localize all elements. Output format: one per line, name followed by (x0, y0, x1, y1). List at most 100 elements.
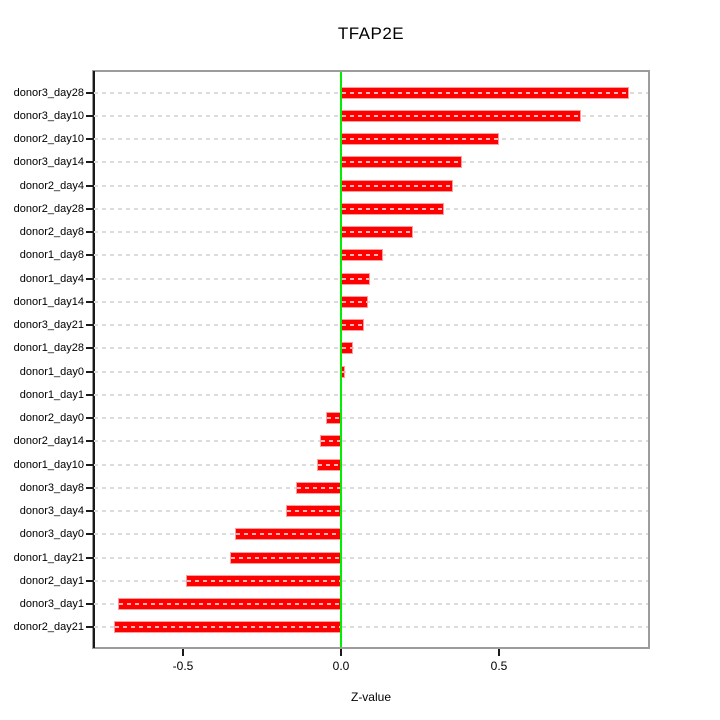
bar (341, 319, 365, 332)
y-tick (86, 207, 93, 210)
grid-line (94, 626, 648, 629)
y-tick (86, 556, 93, 559)
bar (320, 435, 341, 448)
y-tick (86, 417, 93, 420)
bar (341, 249, 384, 262)
grid-line (94, 440, 648, 443)
y-tick (86, 626, 93, 629)
y-tick-label: donor1_day21 (13, 551, 84, 564)
bar (230, 551, 341, 564)
y-tick (86, 324, 93, 327)
bar-dash-pattern (317, 463, 340, 466)
y-tick (86, 277, 93, 280)
y-tick (86, 486, 93, 489)
plot-area (94, 72, 648, 647)
grid-line (94, 603, 648, 606)
bar-dash-pattern (342, 184, 453, 187)
bar-dash-pattern (342, 161, 462, 164)
chart-title: TFAP2E (337, 24, 405, 43)
grid-line (94, 324, 648, 327)
y-tick-label: donor2_day10 (13, 133, 84, 146)
bar (341, 272, 371, 285)
grid-line (94, 370, 648, 373)
bar (296, 481, 341, 494)
grid-line (94, 533, 648, 536)
bar-dash-pattern (287, 510, 340, 513)
grid-line (94, 300, 648, 303)
grid-line (94, 393, 648, 396)
y-tick-label: donor2_day21 (13, 621, 84, 634)
bar-dash-pattern (342, 254, 383, 257)
y-tick (86, 510, 93, 513)
bar (341, 86, 629, 99)
y-tick (86, 370, 93, 373)
y-tick-label: donor1_day8 (19, 249, 84, 262)
y-tick (86, 138, 93, 141)
bar-dash-pattern (187, 579, 340, 582)
bar-dash-pattern (342, 324, 364, 327)
y-tick-label: donor1_day14 (13, 295, 84, 308)
bar (341, 226, 414, 239)
bar (114, 621, 341, 634)
bar-dash-pattern (342, 207, 444, 210)
y-tick-label: donor1_day10 (13, 458, 84, 471)
y-tick-label: donor1_day4 (19, 272, 84, 285)
grid-line (94, 556, 648, 559)
bar-dash-pattern (115, 626, 340, 629)
y-axis-line (93, 71, 95, 648)
y-tick (86, 161, 93, 164)
y-tick (86, 440, 93, 443)
y-tick (86, 231, 93, 234)
bar (341, 156, 463, 169)
bar-dash-pattern (342, 114, 581, 117)
y-tick-label: donor3_day28 (13, 86, 84, 99)
y-tick-label: donor2_day14 (13, 435, 84, 448)
bar (186, 574, 341, 587)
bar-dash-pattern (231, 556, 340, 559)
bar (341, 202, 445, 215)
x-tick-label: 0.0 (332, 659, 350, 673)
y-tick-label: donor2_day4 (19, 179, 84, 192)
bar (326, 412, 341, 425)
x-tick (340, 649, 342, 656)
grid-line (94, 510, 648, 513)
bar-dash-pattern (342, 370, 345, 373)
grid-line (94, 277, 648, 280)
y-tick (86, 254, 93, 257)
y-tick (86, 393, 93, 396)
grid-line (94, 463, 648, 466)
bar-dash-pattern (327, 417, 340, 420)
grid-line (94, 417, 648, 420)
x-tick (182, 649, 184, 656)
x-tick (498, 649, 500, 656)
bar-dash-pattern (118, 603, 340, 606)
bar (341, 295, 368, 308)
y-tick-label: donor3_day14 (13, 156, 84, 169)
bar (117, 598, 341, 611)
y-tick (86, 579, 93, 582)
x-tick-label: -0.5 (172, 659, 194, 673)
y-tick-label: donor3_day10 (13, 109, 84, 122)
x-tick-label: 0.5 (490, 659, 508, 673)
y-tick-label: donor3_day1 (19, 598, 84, 611)
y-tick-label: donor3_day4 (19, 505, 84, 518)
bar-dash-pattern (342, 300, 367, 303)
bar-dash-pattern (342, 277, 370, 280)
y-tick-label: donor3_day0 (19, 528, 84, 541)
y-tick-label: donor3_day21 (13, 319, 84, 332)
y-tick-label: donor1_day1 (19, 388, 84, 401)
zero-line (340, 72, 342, 647)
x-axis-title: Z-value (350, 690, 391, 704)
grid-line (94, 347, 648, 350)
y-tick (86, 603, 93, 606)
bar-dash-pattern (342, 231, 413, 234)
y-tick (86, 184, 93, 187)
bar (341, 109, 582, 122)
y-tick-label: donor2_day0 (19, 412, 84, 425)
y-tick (86, 300, 93, 303)
grid-line (94, 486, 648, 489)
y-tick-label: donor3_day8 (19, 481, 84, 494)
y-tick-label: donor1_day0 (19, 365, 84, 378)
y-tick (86, 114, 93, 117)
